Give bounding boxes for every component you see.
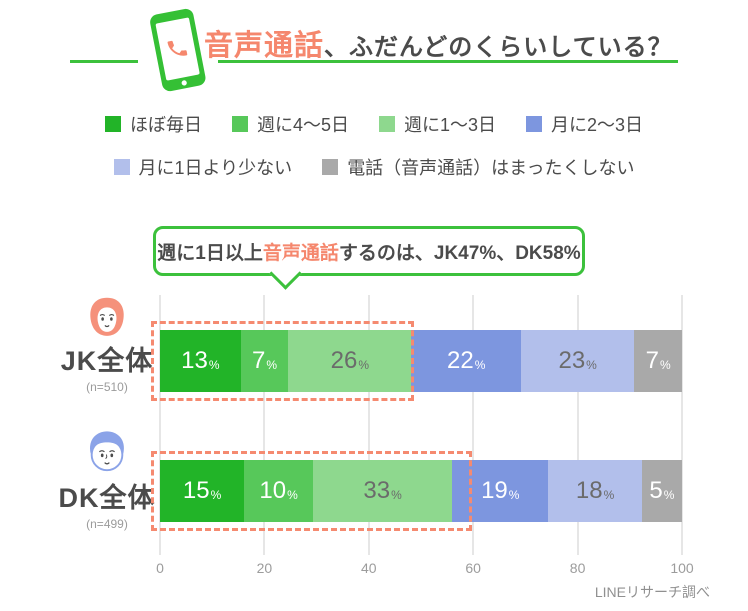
bar-segment: 15% [160, 460, 245, 522]
legend-label: 週に1〜3日 [403, 115, 497, 135]
source-credit: LINEリサーチ調べ [594, 584, 710, 600]
callout-text-pre: 週に1日以上 [157, 242, 263, 264]
segment-unit: % [266, 358, 278, 372]
bar-segment: 26% [288, 330, 412, 392]
legend: ほぼ毎日 週に4〜5日 週に1〜3日 月に2〜3日 月に1日より少ない 電話（音声通話）… [0, 111, 748, 197]
bar-segment: 33% [313, 460, 453, 522]
segment-unit: % [663, 488, 675, 502]
segment-unit: % [586, 358, 597, 372]
jk-avatar-icon [90, 297, 124, 336]
callout-bubble: 週に1日以上 音声通話 するのは、JK47%、DK58% [153, 226, 585, 290]
smartphone-call-icon-svg [150, 8, 206, 92]
segment-unit: % [210, 488, 222, 502]
segment-value: 33 [363, 477, 391, 504]
legend-label: 電話（音声通話）はまったくしない [347, 158, 635, 178]
bar-segment: 7% [634, 330, 682, 392]
bar-segment: 7% [240, 330, 289, 392]
legend-label: ほぼ毎日 [129, 115, 202, 135]
legend-item: 週に1〜3日 [378, 111, 497, 137]
legend-item: ほぼ毎日 [104, 111, 202, 137]
segment-value: 18 [575, 477, 603, 504]
bar-segment: 10% [244, 460, 314, 522]
legend-swatch [378, 116, 395, 132]
segment-value: 10 [259, 477, 287, 504]
dk-avatar-icon [90, 431, 124, 472]
gridline [681, 295, 683, 555]
segment-value: 7 [251, 347, 266, 374]
x-tick-label: 80 [569, 560, 586, 576]
gridline [159, 295, 161, 555]
sample-size-jk: (n=510) [86, 380, 128, 395]
segment-unit: % [391, 488, 402, 502]
segment-value: 22 [446, 347, 474, 374]
gridline [576, 295, 579, 555]
legend-swatch [526, 116, 543, 132]
page-title: 音声通話、ふだんどのくらいしている？ [204, 22, 673, 64]
x-tick-label: 20 [256, 560, 273, 576]
segment-value: 15 [182, 477, 210, 504]
segment-value: 23 [558, 347, 586, 374]
legend-item: 週に4〜5日 [231, 111, 349, 137]
legend-swatch [322, 159, 339, 175]
page-title-highlight: 音声通話 [204, 30, 325, 62]
segment-value: 13 [181, 347, 208, 374]
segment-value: 26 [330, 347, 358, 374]
header-underline [70, 60, 678, 63]
legend-label: 週に4〜5日 [256, 115, 349, 135]
segment-value: 19 [481, 477, 508, 504]
category-label-dk: DK全体 [58, 483, 156, 513]
bar-segment: 13% [160, 330, 241, 392]
gridline [472, 295, 475, 555]
legend-item: 月に1日より少ない [113, 154, 293, 180]
highlight-box-jk [151, 321, 414, 401]
bar-segment: 22% [411, 330, 522, 392]
gridline [263, 295, 266, 555]
legend-swatch [113, 159, 130, 175]
x-tick-label: 60 [465, 560, 481, 576]
legend-row-1: ほぼ毎日 週に4〜5日 週に1〜3日 月に2〜3日 [0, 111, 748, 137]
segment-value: 7 [645, 347, 659, 374]
category-dk: DK全体 (n=499) [32, 429, 182, 531]
x-tick-label: 100 [670, 560, 694, 576]
segment-unit: % [603, 488, 615, 502]
segment-unit: % [208, 358, 220, 372]
legend-label: 月に2〜3日 [551, 115, 644, 135]
bar-segment: 19% [452, 460, 549, 522]
bar-segment: 23% [521, 330, 635, 392]
segment-unit: % [474, 358, 486, 372]
gridline [367, 295, 370, 555]
highlight-box-dk [151, 451, 472, 531]
segment-unit: % [358, 358, 369, 372]
stacked-bar-jk: 13% 7% 26% 22% 23% 7% [160, 330, 682, 392]
page-title-rest: 、ふだんどのくらいしている？ [324, 34, 673, 61]
x-tick-label: 40 [361, 560, 377, 576]
bar-segment: 18% [548, 460, 642, 522]
legend-swatch [104, 116, 121, 132]
bar-segment: 5% [641, 460, 683, 522]
segment-value: 5 [649, 477, 663, 504]
category-jk: JK全体 (n=510) [32, 296, 182, 394]
sample-size-dk: (n=499) [86, 517, 128, 532]
smartphone-call-icon [138, 2, 218, 100]
legend-label: 月に1日より少ない [138, 158, 293, 178]
segment-unit: % [287, 488, 298, 502]
legend-swatch [231, 116, 248, 132]
callout-text-highlight: 音声通話 [262, 242, 339, 264]
legend-item: 電話（音声通話）はまったくしない [322, 154, 634, 180]
x-tick-label: 0 [156, 560, 164, 576]
legend-item: 月に2〜3日 [526, 111, 643, 137]
legend-row-2: 月に1日より少ない 電話（音声通話）はまったくしない [0, 154, 748, 180]
handset-icon [167, 40, 188, 56]
segment-unit: % [659, 358, 671, 372]
stacked-bar-dk: 15% 10% 33% 19% 18% 5% [160, 460, 683, 522]
callout-text-post: するのは、JK47%、DK58% [338, 242, 581, 264]
category-label-jk: JK全体 [60, 346, 154, 376]
segment-unit: % [508, 488, 520, 502]
